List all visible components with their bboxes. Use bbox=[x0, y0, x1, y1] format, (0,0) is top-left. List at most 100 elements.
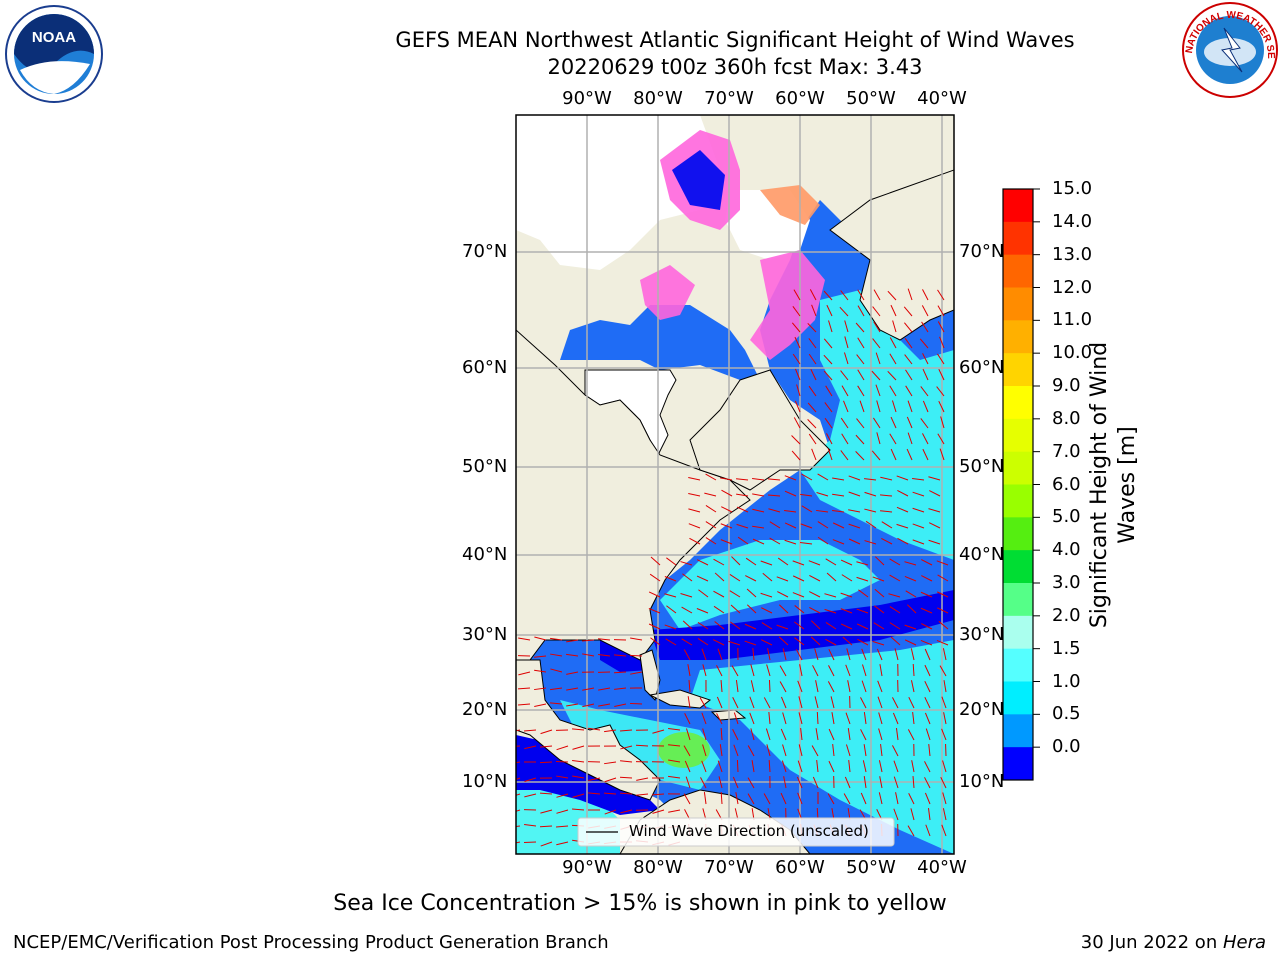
wind-wave-arrow bbox=[799, 664, 803, 677]
wind-wave-arrow bbox=[571, 808, 585, 811]
wind-wave-arrow bbox=[896, 506, 909, 513]
wind-wave-arrow bbox=[668, 727, 681, 731]
wind-wave-arrow bbox=[733, 712, 739, 725]
wind-wave-arrow bbox=[797, 792, 803, 805]
wind-wave-arrow bbox=[688, 508, 701, 513]
wind-wave-arrow bbox=[827, 793, 835, 805]
wind-wave-arrow bbox=[750, 664, 755, 677]
wind-wave-arrow bbox=[856, 608, 869, 614]
wind-wave-arrow bbox=[718, 776, 723, 789]
wind-wave-arrow bbox=[809, 607, 821, 614]
wind-wave-arrow bbox=[556, 809, 569, 814]
lon-label-top: 70°W bbox=[704, 88, 754, 109]
wind-wave-arrow bbox=[665, 638, 677, 646]
wind-wave-arrow bbox=[550, 637, 563, 641]
wind-wave-arrow bbox=[904, 575, 917, 582]
colorbar-tick-label: 1.5 bbox=[1052, 637, 1081, 659]
wind-wave-arrow bbox=[857, 385, 865, 397]
wind-wave-arrow bbox=[792, 306, 801, 317]
wind-wave-arrow bbox=[630, 671, 643, 675]
wind-wave-arrow bbox=[582, 653, 595, 657]
wind-wave-arrow bbox=[844, 336, 849, 349]
wind-wave-arrow bbox=[826, 572, 837, 582]
wind-wave-arrow bbox=[800, 728, 803, 741]
wind-wave-arrow bbox=[922, 368, 929, 381]
wind-wave-arrow bbox=[939, 336, 945, 349]
wind-wave-arrow bbox=[539, 792, 553, 795]
wind-wave-arrow bbox=[761, 622, 773, 630]
wind-wave-arrow bbox=[841, 385, 849, 397]
wind-wave-arrow bbox=[736, 523, 749, 529]
wind-wave-arrow bbox=[943, 712, 947, 725]
wind-wave-arrow bbox=[924, 648, 931, 661]
wind-wave-arrow bbox=[889, 574, 901, 582]
wind-wave-arrow bbox=[810, 368, 817, 381]
wind-wave-arrow bbox=[894, 648, 899, 661]
wind-wave-arrow bbox=[856, 561, 869, 566]
wind-wave-arrow bbox=[872, 640, 885, 646]
wind-wave-arrow bbox=[680, 561, 693, 566]
wind-wave-arrow bbox=[717, 648, 723, 661]
wind-wave-arrow bbox=[912, 712, 915, 725]
footer-host: Hera bbox=[1222, 932, 1266, 953]
wind-wave-arrow bbox=[892, 712, 899, 725]
wind-wave-arrow bbox=[808, 338, 817, 349]
colorbar-segment bbox=[1003, 287, 1033, 321]
wind-wave-arrow bbox=[824, 593, 837, 598]
lat-label-right: 60°N bbox=[959, 357, 1005, 378]
wind-wave-arrow bbox=[910, 680, 915, 693]
wind-wave-arrow bbox=[921, 321, 929, 333]
wind-wave-arrow bbox=[922, 289, 929, 301]
wind-wave-arrow bbox=[912, 775, 915, 789]
wind-wave-arrow bbox=[880, 510, 893, 513]
colorbar-tick-label: 11.0 bbox=[1052, 309, 1093, 331]
colorbar-segment bbox=[1003, 648, 1033, 682]
wind-wave-arrow bbox=[736, 493, 749, 497]
wind-wave-arrow bbox=[808, 385, 817, 397]
wind-wave-arrow bbox=[796, 776, 803, 789]
wind-wave-arrow bbox=[635, 744, 649, 747]
wind-wave-arrow bbox=[809, 591, 821, 598]
wind-wave-arrow bbox=[747, 777, 755, 789]
wind-wave-arrow bbox=[769, 521, 781, 529]
wind-wave-arrow bbox=[879, 664, 883, 677]
wind-wave-arrow bbox=[516, 841, 521, 844]
wind-wave-arrow bbox=[792, 560, 805, 566]
colorbar-label-line1: Significant Height of Wind bbox=[1087, 341, 1112, 629]
wind-wave-arrow bbox=[768, 679, 771, 693]
lat-label-left: 50°N bbox=[462, 456, 508, 477]
wind-wave-arrow bbox=[752, 648, 755, 661]
wind-wave-arrow bbox=[880, 744, 883, 757]
wind-wave-arrow bbox=[730, 621, 741, 630]
wind-wave-arrow bbox=[714, 621, 725, 630]
wind-wave-arrow bbox=[750, 680, 755, 693]
wind-wave-arrow bbox=[762, 572, 773, 582]
wind-wave-arrow bbox=[752, 538, 765, 545]
wind-wave-arrow bbox=[524, 824, 537, 827]
wind-wave-arrow bbox=[746, 604, 757, 614]
wind-wave-arrow bbox=[713, 558, 725, 566]
wind-wave-arrow bbox=[907, 288, 913, 301]
wave-zone-cyan bbox=[800, 290, 954, 560]
wind-wave-arrow bbox=[784, 509, 797, 513]
wind-wave-arrow bbox=[892, 697, 899, 709]
wind-wave-arrow bbox=[897, 537, 909, 545]
wind-wave-arrow bbox=[776, 576, 789, 582]
wind-wave-arrow bbox=[936, 639, 949, 646]
wind-wave-arrow bbox=[668, 809, 681, 813]
wind-wave-arrow bbox=[936, 560, 949, 566]
wind-wave-arrow bbox=[682, 573, 693, 582]
wind-wave-arrow bbox=[768, 478, 781, 481]
wind-wave-arrow bbox=[879, 776, 883, 789]
wind-wave-arrow bbox=[928, 744, 931, 757]
colorbar-tick-label: 6.0 bbox=[1052, 473, 1081, 495]
wind-wave-arrow bbox=[668, 744, 681, 747]
wind-wave-arrow bbox=[827, 448, 833, 461]
wind-wave-arrow bbox=[696, 575, 709, 582]
wind-wave-arrow bbox=[791, 435, 801, 445]
wind-wave-arrow bbox=[857, 305, 865, 317]
wind-wave-arrow bbox=[876, 432, 881, 445]
wind-wave-arrow bbox=[811, 304, 817, 317]
wind-wave-arrow bbox=[845, 712, 851, 725]
wind-wave-arrow bbox=[539, 761, 553, 764]
